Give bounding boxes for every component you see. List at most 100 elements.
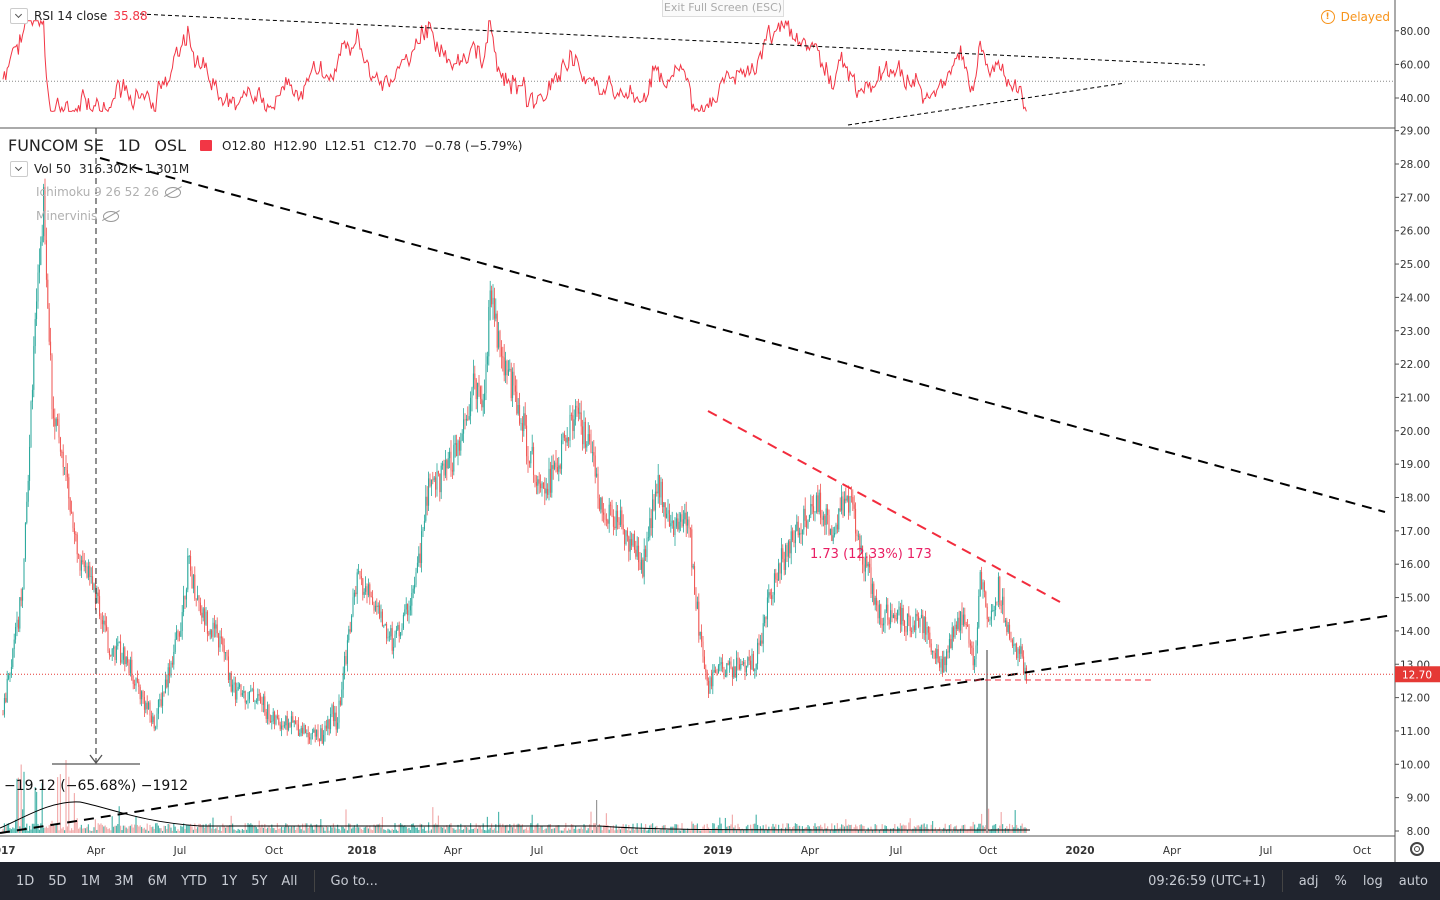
range-1d[interactable]: 1D	[16, 873, 35, 889]
volume-bar	[293, 826, 295, 833]
drawings[interactable]: −19.12 (−65.68%) −1912 1.73 (12.33%) 173	[0, 128, 1395, 834]
volume-bar	[857, 830, 859, 833]
volume-bar	[715, 828, 717, 833]
volume-bar	[500, 827, 502, 833]
adj-toggle[interactable]: adj	[1298, 873, 1319, 889]
range-all[interactable]: All	[281, 873, 298, 889]
volume-bar	[587, 828, 589, 833]
chevron-down-icon[interactable]	[10, 8, 28, 24]
candle-body	[762, 623, 764, 644]
volume-bar	[281, 826, 283, 833]
volume-bar	[999, 825, 1001, 833]
range-ytd[interactable]: YTD	[181, 873, 207, 889]
rsi-legend[interactable]: RSI 14 close 35.88	[10, 8, 148, 24]
settings-gear-icon[interactable]	[1410, 842, 1424, 856]
volume-bar	[790, 829, 792, 833]
volume-bar	[706, 823, 708, 833]
volume-bar	[251, 824, 253, 833]
candle-body	[292, 716, 294, 723]
candle-body	[377, 605, 379, 607]
range-1y[interactable]: 1Y	[220, 873, 238, 889]
volume-bar	[250, 823, 252, 833]
candle-body	[918, 616, 920, 627]
candle-body	[414, 584, 416, 589]
volume-bar	[755, 814, 757, 833]
candle-body	[891, 610, 893, 618]
candle-body	[349, 629, 351, 632]
candle-body	[304, 725, 306, 734]
candle-body	[821, 517, 823, 520]
volume-bar	[198, 823, 200, 833]
candle-body	[573, 419, 575, 432]
hidden-eye-icon[interactable]	[165, 186, 181, 198]
candle-body	[433, 477, 435, 480]
auto-toggle[interactable]: auto	[1398, 873, 1428, 889]
symbol-legend[interactable]: FUNCOM SE 1D OSL O12.80 H12.90 L12.51 C1…	[8, 136, 522, 155]
volume-bar	[769, 829, 771, 833]
candle-body	[310, 734, 312, 740]
chevron-down-icon[interactable]	[10, 161, 28, 177]
range-6m[interactable]: 6M	[147, 873, 168, 889]
candle-body	[807, 519, 809, 528]
candle-body	[40, 241, 42, 265]
candle-body	[775, 573, 777, 580]
candle-body	[166, 679, 168, 688]
candle-body	[451, 470, 453, 472]
goto-button[interactable]: Go to...	[330, 873, 378, 889]
volume-bar	[418, 829, 420, 833]
candle-body	[223, 645, 225, 654]
exit-fullscreen-button[interactable]: Exit Full Screen (ESC)	[662, 0, 784, 17]
candle-body	[502, 356, 504, 358]
candle-body	[412, 588, 414, 593]
volume-bar	[1003, 829, 1005, 833]
range-1m[interactable]: 1M	[80, 873, 101, 889]
range-5y[interactable]: 5Y	[251, 873, 268, 889]
hidden-eye-icon[interactable]	[103, 210, 120, 222]
volume-bar	[993, 824, 995, 833]
candle-body	[743, 662, 745, 665]
minervini-legend[interactable]: Minervinis	[36, 209, 120, 223]
volume-bar	[205, 823, 207, 833]
ichimoku-legend[interactable]: Ichimoku 9 26 52 26	[36, 185, 181, 199]
candle-body	[636, 545, 638, 557]
volume-bar	[139, 825, 141, 833]
candle-body	[1014, 643, 1016, 645]
range-5d[interactable]: 5D	[48, 873, 67, 889]
candle-body	[381, 611, 383, 627]
volume-bar	[1000, 812, 1002, 833]
candle-body	[143, 697, 145, 710]
volume-bar	[794, 823, 796, 833]
volume-bar	[47, 827, 49, 833]
candle-body	[619, 510, 621, 526]
candle-body	[258, 694, 260, 696]
volume-bar	[316, 824, 318, 833]
volume-bar	[27, 830, 29, 833]
volume-bar	[222, 823, 224, 833]
candle-body	[547, 488, 549, 495]
candle-body	[680, 514, 682, 522]
volume-legend[interactable]: Vol 50 316.302K 1.301M	[10, 161, 189, 177]
volume-bar	[730, 824, 732, 833]
log-toggle[interactable]: log	[1362, 873, 1383, 889]
candle-body	[905, 631, 907, 633]
volume-bar	[946, 830, 948, 833]
volume-bar	[762, 825, 764, 833]
volume-bar	[401, 824, 403, 833]
candle-body	[520, 423, 522, 424]
candle-body	[519, 404, 521, 424]
volume-bar	[185, 824, 187, 833]
percent-toggle[interactable]: %	[1334, 873, 1347, 889]
candle-body	[443, 463, 445, 476]
delayed-indicator[interactable]: ! Delayed	[1320, 10, 1390, 24]
range-3m[interactable]: 3M	[114, 873, 134, 889]
candle-body	[138, 681, 140, 687]
candle-body	[691, 529, 693, 568]
volume-bar	[379, 823, 381, 833]
volume-bar	[3, 823, 5, 833]
volume-bar	[995, 823, 997, 833]
volume-bar	[747, 824, 749, 833]
volume-bar	[824, 823, 826, 833]
candle-body	[876, 597, 878, 606]
candle-body	[845, 498, 847, 501]
